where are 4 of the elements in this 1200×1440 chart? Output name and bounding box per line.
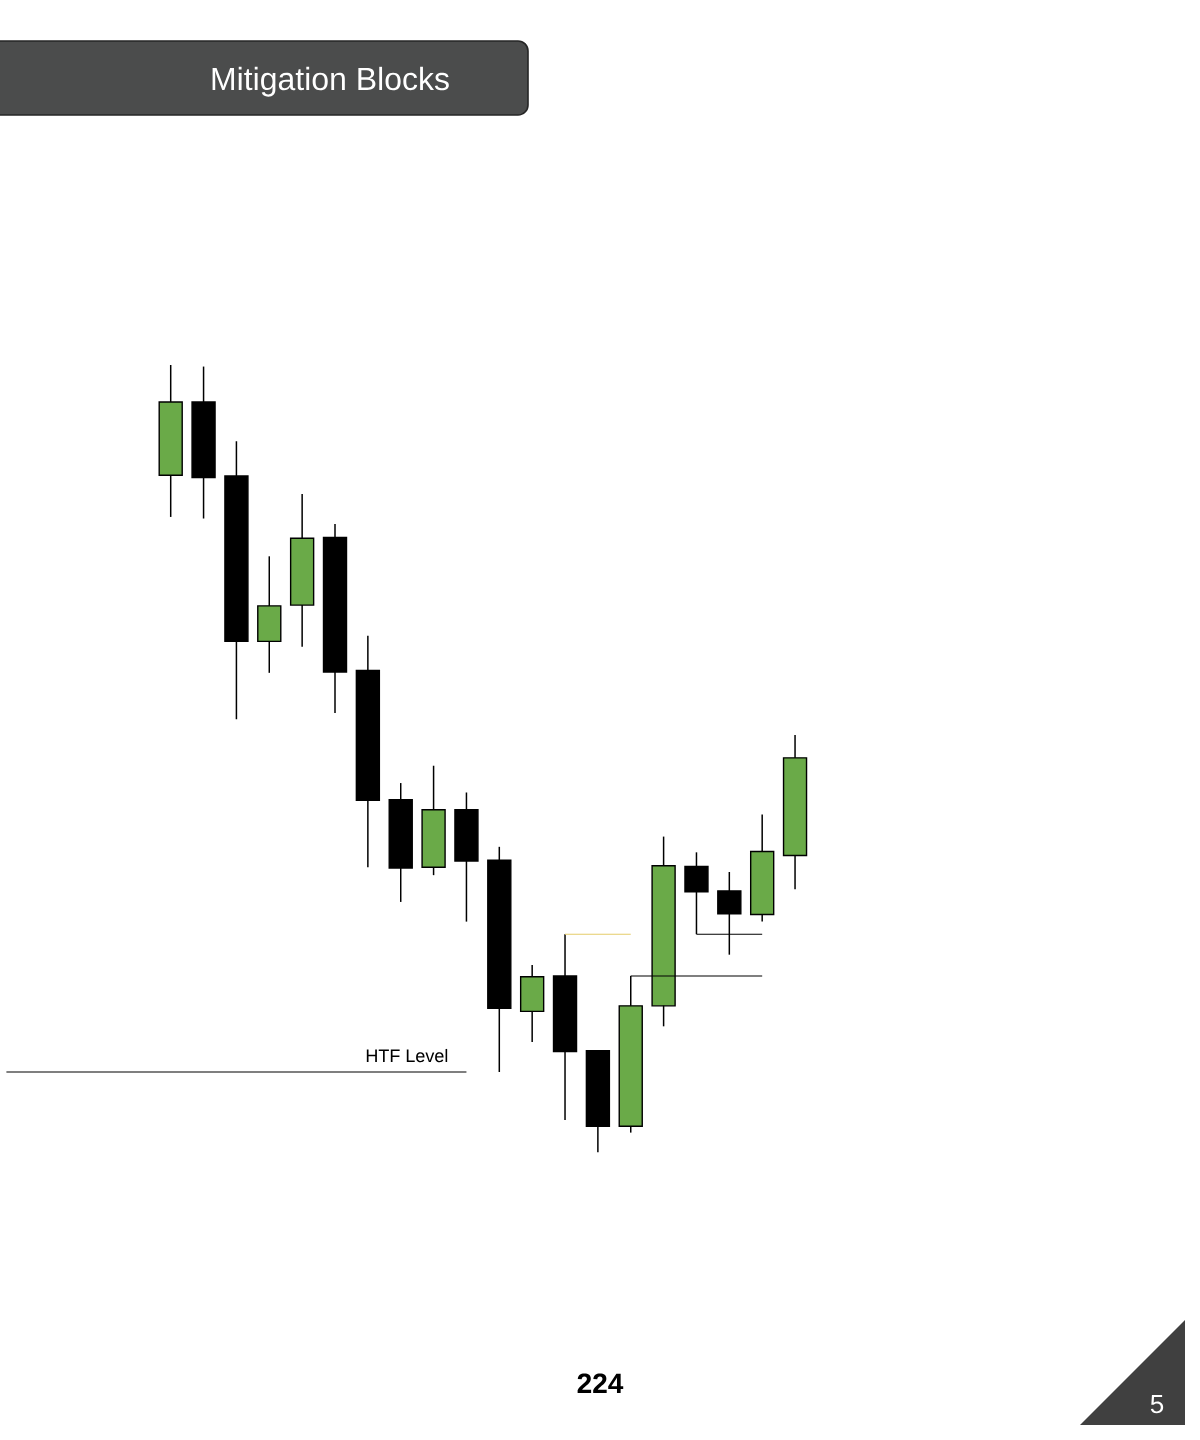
series-label: HTF Level bbox=[366, 1048, 448, 1063]
chart-title: Mitigation Blocks bbox=[212, 66, 449, 97]
text: 5 bbox=[1150, 1395, 1164, 1414]
text: 224 bbox=[577, 1373, 624, 1393]
